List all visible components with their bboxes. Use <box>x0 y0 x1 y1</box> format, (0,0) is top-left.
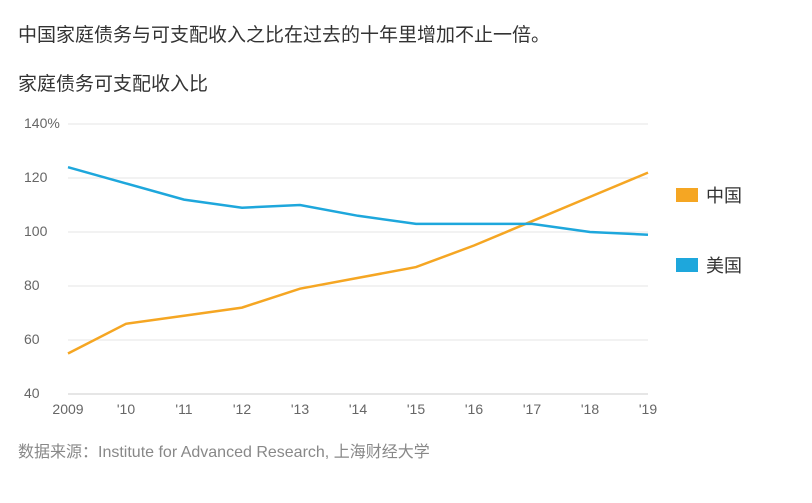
legend-label-us: 美国 <box>706 252 742 278</box>
legend-swatch-us <box>676 258 698 272</box>
chart-source: 数据来源：Institute for Advanced Research, 上海… <box>18 438 794 462</box>
svg-text:'15: '15 <box>407 401 425 417</box>
svg-text:'13: '13 <box>291 401 309 417</box>
legend-label-china: 中国 <box>706 182 742 208</box>
chart-legend: 中国 美国 <box>658 114 742 322</box>
svg-text:140%: 140% <box>24 115 60 131</box>
svg-text:60: 60 <box>24 331 40 347</box>
svg-text:'11: '11 <box>175 401 192 417</box>
legend-swatch-china <box>676 188 698 202</box>
svg-text:120: 120 <box>24 169 48 185</box>
chart-plot-area: 40 60 80 100 120 140% 2009 '10 '11 '12 '13 '14 '15 '1… <box>18 114 658 424</box>
svg-text:80: 80 <box>24 277 40 293</box>
series-line-0 <box>68 173 648 354</box>
svg-text:'12: '12 <box>233 401 251 417</box>
svg-text:'19: '19 <box>639 401 657 417</box>
series-line-1 <box>68 167 648 235</box>
legend-item-us: 美国 <box>676 252 742 278</box>
svg-text:'18: '18 <box>581 401 599 417</box>
svg-text:'10: '10 <box>117 401 135 417</box>
svg-text:2009: 2009 <box>52 401 83 417</box>
legend-item-china: 中国 <box>676 182 742 208</box>
chart-title: 中国家庭债务与可支配收入之比在过去的十年里增加不止一倍。 <box>18 20 794 47</box>
svg-text:'17: '17 <box>523 401 541 417</box>
svg-text:'16: '16 <box>465 401 483 417</box>
svg-text:40: 40 <box>24 385 40 401</box>
line-chart-svg: 40 60 80 100 120 140% 2009 '10 '11 '12 '13 '14 '15 '1… <box>18 114 658 424</box>
chart-subtitle: 家庭债务可支配收入比 <box>18 69 794 96</box>
svg-text:'14: '14 <box>349 401 367 417</box>
svg-text:100: 100 <box>24 223 48 239</box>
chart-container: 40 60 80 100 120 140% 2009 '10 '11 '12 '13 '14 '15 '1… <box>18 114 794 424</box>
